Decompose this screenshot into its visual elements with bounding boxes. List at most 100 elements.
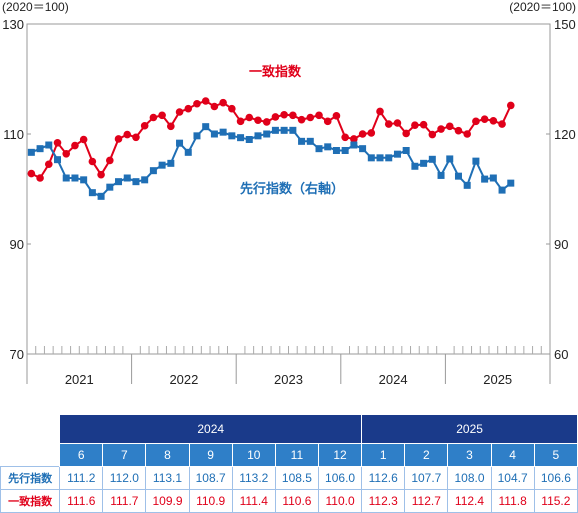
- year-label: 2025: [483, 372, 512, 387]
- leading-point: [88, 189, 96, 197]
- table-value-cell: 107.7: [404, 466, 449, 490]
- index-line-chart: (2020＝100) (2020＝100) 70 90 110 130 60 90 120 1…: [2, 0, 576, 387]
- axis-ticks: 70 90 110 130 60 90 120 150 2021 2022 2023 2024 2025: [2, 17, 575, 387]
- table-value-cell: 112.0: [102, 466, 147, 490]
- right-axis-unit: (2020＝100): [509, 0, 576, 14]
- coincident-point: [228, 104, 236, 113]
- table-row-label: 一致指数: [0, 489, 61, 513]
- leading-point: [402, 147, 410, 154]
- table-month-header: 6: [59, 443, 104, 467]
- leading-point: [411, 162, 419, 170]
- leading-point: [385, 154, 393, 162]
- coincident-point: [332, 112, 341, 120]
- table-row-label: 先行指数: [0, 466, 61, 490]
- leading-point: [36, 145, 44, 153]
- leading-point: [350, 141, 358, 149]
- leading-point: [420, 159, 428, 167]
- table-month-header: 8: [145, 443, 190, 467]
- table-value-cell: 113.1: [145, 466, 190, 490]
- coincident-point: [411, 121, 419, 129]
- leading-point: [115, 178, 123, 186]
- table-month-header: 5: [533, 443, 578, 467]
- table-value-cell: 108.0: [447, 466, 492, 490]
- leading-point: [289, 126, 297, 134]
- leading-point: [219, 128, 227, 136]
- table-corner-blank: [0, 443, 60, 467]
- table-month-header: 9: [188, 443, 233, 467]
- leading-point: [498, 186, 506, 194]
- coincident-point: [123, 130, 132, 139]
- year-label: 2024: [379, 372, 408, 387]
- table-value-cell: 104.7: [490, 466, 535, 490]
- table-year-header: 2025: [361, 414, 578, 444]
- leading-point: [376, 154, 384, 162]
- leading-point: [507, 179, 515, 187]
- leading-point: [280, 126, 288, 134]
- leading-point: [54, 156, 62, 164]
- table-value-cell: 106.6: [533, 466, 578, 490]
- leading-point: [367, 154, 375, 162]
- leading-point: [193, 132, 201, 140]
- leading-point: [454, 172, 462, 180]
- table-value-cell: 110.9: [188, 489, 233, 513]
- table-value-cell: 111.8: [490, 489, 535, 513]
- coincident-point: [201, 97, 210, 105]
- leading-point: [210, 130, 218, 138]
- coincident-point: [323, 117, 332, 126]
- coincident-point: [97, 170, 105, 179]
- table-month-header: 2: [404, 443, 449, 467]
- coincident-point: [289, 111, 297, 120]
- coincident-point: [106, 156, 114, 165]
- left-tick-label: 130: [2, 17, 24, 32]
- leading-point: [27, 148, 35, 156]
- coincident-point: [271, 113, 280, 121]
- table-corner-blank: [0, 414, 60, 444]
- series-layer: [27, 97, 515, 200]
- coincident-point: [79, 135, 88, 144]
- right-tick-label: 90: [554, 237, 568, 252]
- leading-point: [254, 132, 262, 140]
- coincident-point: [149, 113, 158, 122]
- coincident-point: [480, 115, 489, 123]
- coincident-point: [44, 160, 53, 169]
- coincident-point: [358, 130, 367, 138]
- leading-point: [149, 167, 157, 175]
- table-month-header: 11: [274, 443, 319, 467]
- coincident-point: [341, 133, 349, 142]
- table-month-header: 3: [447, 443, 492, 467]
- right-tick-label: 120: [554, 127, 576, 142]
- table-month-header: 10: [231, 443, 276, 467]
- coincident-point: [454, 126, 463, 135]
- table-value-cell: 111.7: [102, 489, 147, 513]
- leading-point: [481, 175, 489, 183]
- table-value-cell: 111.4: [231, 489, 276, 513]
- leading-point: [393, 150, 401, 158]
- coincident-point: [114, 135, 123, 143]
- coincident-point: [489, 117, 498, 125]
- coincident-point: [167, 122, 175, 131]
- leading-point: [158, 161, 166, 169]
- coincident-point: [219, 98, 227, 107]
- coincident-point: [53, 139, 62, 147]
- coincident-point: [445, 122, 454, 131]
- left-tick-label: 90: [10, 237, 24, 252]
- leading-point: [71, 174, 79, 182]
- coincident-point: [280, 110, 288, 119]
- leading-series-label: 先行指数（右軸）: [240, 181, 344, 197]
- left-tick-label: 70: [10, 347, 24, 362]
- table-month-header: 7: [102, 443, 147, 467]
- table-value-cell: 108.7: [188, 466, 233, 490]
- coincident-point: [428, 130, 437, 139]
- table-month-header: 1: [361, 443, 406, 467]
- coincident-point: [236, 117, 245, 126]
- leading-point: [359, 145, 367, 153]
- coincident-point: [132, 133, 140, 142]
- coincident-point: [27, 169, 36, 178]
- coincident-point: [498, 120, 506, 128]
- leading-point: [62, 174, 70, 182]
- leading-point: [437, 171, 445, 179]
- table-value-cell: 113.2: [231, 466, 276, 490]
- coincident-point: [245, 113, 254, 122]
- right-tick-label: 60: [554, 347, 568, 362]
- table-month-header: 12: [317, 443, 363, 467]
